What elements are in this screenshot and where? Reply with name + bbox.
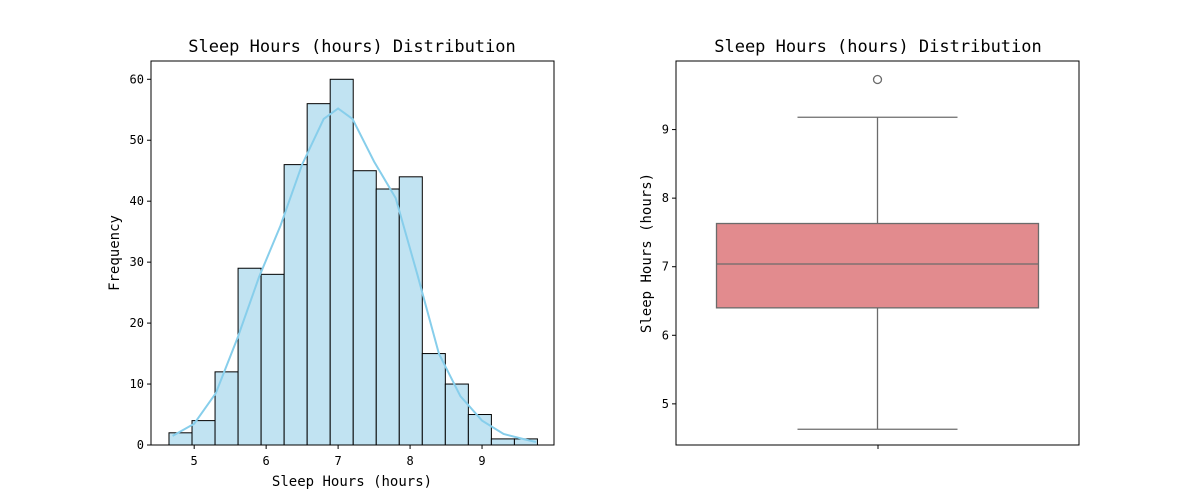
outlier-point: [872, 74, 883, 85]
histogram-bar: [352, 170, 377, 446]
histogram-bar: [398, 176, 423, 446]
histogram-x-axis-label: Sleep Hours (hours): [272, 474, 432, 490]
histogram-bar: [306, 103, 331, 446]
histogram-bar: [375, 188, 400, 446]
histogram-plot-frame: [150, 60, 555, 446]
kde-curve: [172, 107, 537, 443]
histogram-y-axis-label: Frequency: [107, 215, 123, 291]
histogram-bar: [260, 273, 285, 446]
y-tick-label: 50: [130, 133, 144, 147]
boxplot-title: Sleep Hours (hours) Distribution: [714, 37, 1042, 57]
y-tick-label: 0: [137, 438, 144, 452]
y-tick-label: 10: [130, 377, 144, 391]
histogram-panel: Sleep Hours (hours) Distribution 5 6 7 8 9 0…: [107, 37, 555, 490]
x-tick-label: 9: [478, 454, 485, 468]
histogram-bars: [168, 78, 538, 446]
x-tick-label: 5: [191, 454, 198, 468]
boxplot-y-axis-label: Sleep Hours (hours): [639, 173, 655, 333]
boxplot-marks: [715, 74, 1040, 430]
histogram-bar: [191, 420, 216, 446]
y-tick-label: 30: [130, 255, 144, 269]
histogram-bar: [490, 438, 515, 446]
y-tick-label: 5: [662, 397, 669, 411]
y-tick-label: 20: [130, 316, 144, 330]
boxplot-y-ticks: 5 6 7 8 9: [662, 123, 676, 411]
y-tick-label: 7: [662, 260, 669, 274]
y-tick-label: 9: [662, 123, 669, 137]
histogram-x-ticks: 5 6 7 8 9: [191, 445, 486, 468]
x-tick-label: 7: [334, 454, 341, 468]
histogram-bar: [444, 383, 469, 446]
boxplot-panel: Sleep Hours (hours) Distribution 5 6 7 8 9 S…: [639, 37, 1080, 449]
y-tick-label: 6: [662, 328, 669, 342]
interquartile-box: [715, 222, 1040, 309]
histogram-bar: [329, 78, 354, 446]
y-tick-label: 8: [662, 191, 669, 205]
histogram-title: Sleep Hours (hours) Distribution: [188, 37, 516, 57]
histogram-bar: [421, 353, 446, 446]
histogram-y-ticks: 0 10 20 30 40 50 60: [130, 72, 151, 452]
x-tick-label: 6: [263, 454, 270, 468]
y-tick-label: 60: [130, 72, 144, 86]
histogram-bar: [237, 267, 262, 446]
histogram-bar: [168, 432, 193, 446]
x-tick-label: 8: [406, 454, 413, 468]
y-tick-label: 40: [130, 194, 144, 208]
histogram-bar: [214, 371, 239, 446]
